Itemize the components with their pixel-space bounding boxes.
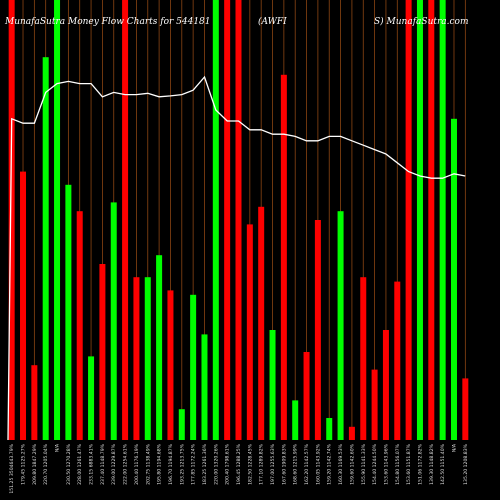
x-tick-label: 193.25 1213.75% xyxy=(179,443,185,485)
x-tick-label: 159.20 1142.74% xyxy=(327,443,333,485)
bar-24 xyxy=(269,330,276,440)
x-tick-label: 177.85 1172.24% xyxy=(191,443,197,485)
bar-38 xyxy=(428,0,435,440)
x-tick-label: 160.05 1143.92% xyxy=(315,443,321,485)
bar-19 xyxy=(212,0,219,440)
bar-40 xyxy=(450,118,457,441)
bar-37 xyxy=(416,0,423,440)
bar-27 xyxy=(303,352,310,440)
bar-6 xyxy=(65,184,72,440)
x-tick-label: 239.00 1229.87% xyxy=(111,443,117,485)
x-tick-label: 153.60 1151.87% xyxy=(406,443,412,485)
chart-title-mid: (AWFI xyxy=(258,16,287,27)
bar-10 xyxy=(110,202,117,440)
bar-32 xyxy=(360,277,367,440)
bar-17 xyxy=(190,294,197,440)
x-tick-label: 159.60 1142.60% xyxy=(349,443,355,485)
bar-13 xyxy=(144,277,151,440)
money-flow-line xyxy=(7,75,466,441)
x-tick-label: 135.20 1208.83% xyxy=(463,443,469,485)
bar-1 xyxy=(8,0,15,440)
bar-25 xyxy=(280,74,287,441)
bar-29 xyxy=(326,418,333,440)
x-tick-label: 183.25 1261.36% xyxy=(202,443,208,485)
x-tick-label: 153.60 1143.96% xyxy=(383,443,389,485)
x-tick-label: 154.40 1244.50% xyxy=(372,443,378,485)
bar-21 xyxy=(235,0,242,440)
x-tick-label: 196.70 1194.87% xyxy=(168,443,174,485)
bar-36 xyxy=(405,0,412,440)
x-tick-label: 202.75 1138.49% xyxy=(145,443,151,485)
x-tick-label: 177.10 1289.82% xyxy=(259,443,265,485)
x-tick-label: 222.00 1254.61% xyxy=(123,443,129,485)
x-tick-label: N/A xyxy=(451,443,457,452)
bar-33 xyxy=(371,369,378,440)
x-tick-label: 200.40 1798.61% xyxy=(225,443,231,485)
x-tick-label: 167.60 1909.83% xyxy=(281,443,287,485)
bar-3 xyxy=(31,365,38,440)
bar-15 xyxy=(167,290,174,440)
bar-2 xyxy=(20,171,27,440)
x-tick-label: 162.20 1142.57% xyxy=(304,443,310,485)
x-tick-label: 151.06 1172.82% xyxy=(417,443,423,485)
bar-26 xyxy=(292,400,299,440)
x-tick-label: 182.50 1228.45% xyxy=(247,443,253,485)
x-tick-label: 237.40 1148.79% xyxy=(100,443,106,485)
bar-4 xyxy=(42,57,49,440)
x-tick-label: 200.40 1176.19% xyxy=(134,443,140,485)
bar-18 xyxy=(201,334,208,440)
bar-30 xyxy=(337,211,344,440)
bar-14 xyxy=(156,255,163,440)
x-tick-label: 195.80 1194.68% xyxy=(157,443,163,485)
bar-series xyxy=(8,0,469,441)
x-tick-label: 220.70 1205.04% xyxy=(43,443,49,485)
bar-28 xyxy=(314,220,321,440)
x-tick-label: 142.50 1151.40% xyxy=(440,443,446,485)
x-tick-label: 179.45 1125.27% xyxy=(21,443,27,485)
bar-9 xyxy=(99,264,106,440)
x-tick-label: 209.80 1847.29% xyxy=(32,443,38,485)
bar-7 xyxy=(76,211,83,440)
bar-34 xyxy=(382,330,389,440)
x-tick-label: 196.45 1288.25% xyxy=(236,443,242,485)
x-tick-label: 228.00 1261.47% xyxy=(77,443,83,485)
x-tick-label: 154.80 1156.07% xyxy=(395,443,401,485)
bar-5 xyxy=(54,0,61,440)
bar-31 xyxy=(348,426,355,440)
x-tick-label: 197.00 1255.63% xyxy=(270,443,276,485)
x-tick-label: 168.60 1215.99% xyxy=(293,443,299,485)
bar-16 xyxy=(178,409,185,440)
x-tick-label: 160.30 1169.53% xyxy=(338,443,344,485)
bar-39 xyxy=(439,0,446,440)
bar-23 xyxy=(258,206,265,440)
x-tick-label: 139.30 1148.82% xyxy=(429,443,435,485)
bar-22 xyxy=(246,224,253,440)
x-tick-label: N/A xyxy=(55,443,61,452)
x-tick-label: 151.25 3504643.79% xyxy=(9,443,15,493)
x-tick-label: 155.90 1141.33% xyxy=(361,443,367,485)
bar-12 xyxy=(133,277,140,440)
x-tick-label: 220.00 1320.26% xyxy=(213,443,219,485)
x-tick-label: 233.15 6883.41% xyxy=(89,443,95,485)
bar-11 xyxy=(122,0,129,440)
chart-title-right: S) MunafaSutra.com xyxy=(374,16,469,27)
bar-20 xyxy=(224,0,231,440)
x-tick-label: 230.50 1270.28% xyxy=(66,443,72,485)
chart-title-left: MunafaSutra Money Flow Charts for 544181 xyxy=(4,17,211,27)
bar-35 xyxy=(394,281,401,440)
x-tick-labels: 151.25 3504643.79% 179.45 1125.27% 209.80 … xyxy=(9,443,469,494)
bar-41 xyxy=(462,378,469,440)
bar-8 xyxy=(88,356,95,440)
